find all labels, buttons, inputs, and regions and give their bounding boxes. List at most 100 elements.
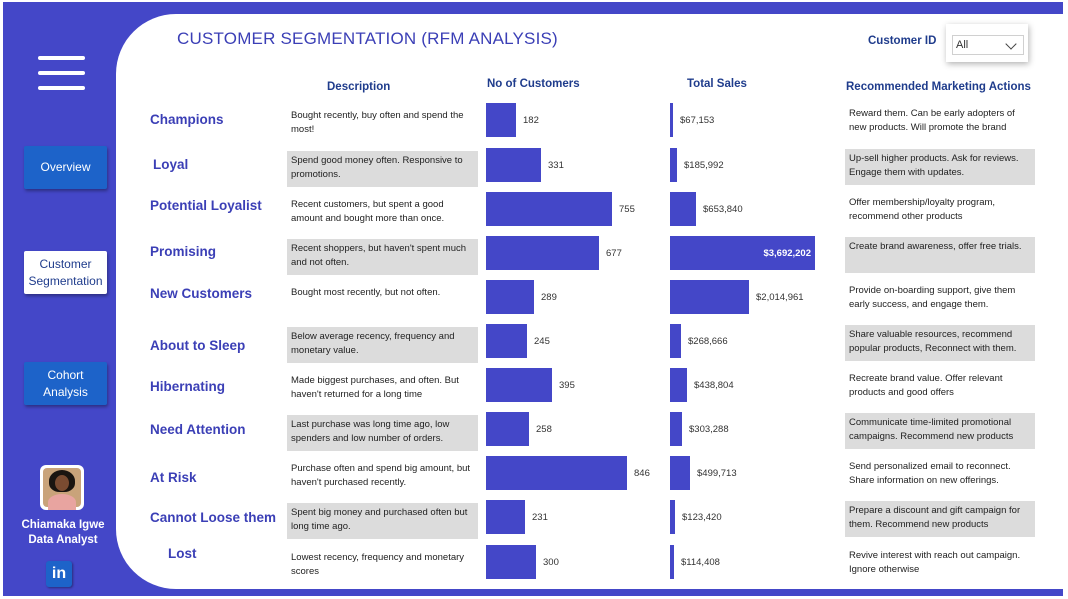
segment-description: Recent customers, but spent a good amoun…: [291, 199, 445, 224]
segment-name: Champions: [150, 112, 224, 127]
sales-value: $438,804: [694, 380, 734, 391]
segment-name: Need Attention: [150, 422, 246, 437]
sales-value: $303,288: [689, 424, 729, 435]
customers-value: 395: [559, 380, 575, 391]
sales-value: $499,713: [697, 468, 737, 479]
customers-bar: [486, 412, 529, 446]
recommended-action: Prepare a discount and gift campaign for…: [845, 501, 1035, 537]
sales-value: $185,992: [684, 160, 724, 171]
customers-value: 331: [548, 160, 564, 171]
customers-value: 289: [541, 292, 557, 303]
customers-bar: [486, 236, 599, 270]
segment-name: Hibernating: [150, 379, 226, 394]
customer-id-value: All: [956, 39, 969, 51]
customers-bar: [486, 500, 525, 534]
sales-bar: [670, 192, 696, 226]
segment-description: Lowest recency, frequency and monetary s…: [291, 552, 465, 577]
segment-name: Loyal: [153, 157, 189, 172]
customer-id-label: Customer ID: [868, 35, 937, 47]
segment-description: Spend good money often. Responsive to pr…: [287, 151, 478, 187]
recommended-action: Up-sell higher products. Ask for reviews…: [845, 149, 1035, 185]
customers-bar: [486, 103, 516, 137]
customer-id-select[interactable]: All: [952, 35, 1024, 55]
nav-overview-button[interactable]: Overview: [24, 146, 107, 189]
segment-name: Promising: [150, 244, 217, 259]
recommended-action: Share valuable resources, recommend popu…: [845, 325, 1035, 361]
customers-value: 846: [634, 468, 650, 479]
sales-bar: [670, 545, 674, 579]
customers-bar: [486, 148, 541, 182]
customers-value: 258: [536, 424, 552, 435]
recommended-action: Provide on-boarding support, give them e…: [849, 285, 1016, 310]
customers-bar: [486, 545, 536, 579]
segment-name: Potential Loyalist: [150, 198, 262, 213]
column-header-actions: Recommended Marketing Actions: [846, 81, 1031, 93]
sales-value: $268,666: [688, 336, 728, 347]
segment-name: New Customers: [150, 286, 253, 301]
recommended-action: Offer membership/loyalty program, recomm…: [849, 197, 996, 222]
segment-name: Lost: [168, 546, 197, 561]
recommended-action: Communicate time-limited promotional cam…: [845, 413, 1035, 449]
nav-overview-label: Overview: [40, 160, 91, 174]
column-header-description: Description: [327, 81, 391, 93]
nav-cohort-analysis-button[interactable]: Cohort Analysis: [24, 362, 107, 405]
sales-bar: [670, 236, 815, 270]
avatar: [40, 465, 84, 510]
profile-text: Chiamaka Igwe Data Analyst: [14, 518, 112, 548]
segment-name: About to Sleep: [150, 338, 246, 353]
nav-customer-segmentation-button[interactable]: Customer Segmentation: [24, 251, 107, 294]
customers-bar: [486, 192, 612, 226]
nav-cohort-analysis-label: Cohort Analysis: [43, 367, 88, 399]
page-title: CUSTOMER SEGMENTATION (RFM ANALYSIS): [177, 29, 558, 48]
sales-bar: [670, 103, 673, 137]
profile-name: Chiamaka Igwe: [21, 519, 105, 531]
customers-value: 182: [523, 115, 539, 126]
customers-bar: [486, 456, 627, 490]
customers-value: 300: [543, 557, 559, 568]
chevron-down-icon: [1005, 38, 1017, 50]
sales-bar: [670, 280, 749, 314]
sales-value: $653,840: [703, 204, 743, 215]
sales-value: $114,408: [681, 557, 720, 568]
customers-value: 677: [606, 248, 622, 259]
customers-bar: [486, 324, 527, 358]
profile-role: Data Analyst: [28, 534, 98, 546]
sales-value: $3,692,202: [763, 248, 811, 259]
sales-value: $2,014,961: [756, 292, 804, 303]
hamburger-menu-icon[interactable]: [38, 56, 85, 90]
customers-bar: [486, 280, 534, 314]
customers-value: 231: [532, 512, 548, 523]
recommended-action: Send personalized email to reconnect. Sh…: [849, 461, 1011, 486]
customers-bar: [486, 368, 552, 402]
segment-name: Cannot Loose them: [150, 510, 277, 525]
segment-name: At Risk: [150, 470, 197, 485]
linkedin-icon[interactable]: in: [46, 561, 72, 587]
report-canvas: [116, 14, 1063, 589]
sales-bar: [670, 148, 677, 182]
sales-bar: [670, 324, 681, 358]
recommended-action: Create brand awareness, offer free trial…: [845, 237, 1035, 273]
sales-bar: [670, 500, 675, 534]
sales-value: $123,420: [682, 512, 722, 523]
sales-bar: [670, 456, 690, 490]
segment-description: Below average recency, frequency and mon…: [287, 327, 478, 363]
column-header-customers: No of Customers: [487, 78, 580, 90]
sales-bar: [670, 412, 682, 446]
segment-description: Made biggest purchases, and often. But h…: [291, 375, 459, 400]
sales-bar: [670, 368, 687, 402]
column-header-sales: Total Sales: [687, 78, 747, 90]
segment-description: Bought recently, buy often and spend the…: [291, 110, 464, 135]
customer-id-dropdown[interactable]: All: [946, 24, 1028, 62]
segment-description: Purchase often and spend big amount, but…: [291, 463, 471, 488]
recommended-action: Reward them. Can be early adopters of ne…: [849, 108, 1015, 133]
sales-value: $67,153: [680, 115, 715, 126]
nav-customer-segmentation-label: Customer Segmentation: [28, 256, 103, 288]
customers-value: 245: [534, 336, 550, 347]
recommended-action: Revive interest with reach out campaign.…: [849, 550, 1021, 575]
segment-description: Recent shoppers, but haven't spent much …: [287, 239, 478, 275]
customers-value: 755: [619, 204, 635, 215]
segment-description: Spent big money and purchased often but …: [287, 503, 478, 539]
segment-description: Last purchase was long time ago, low spe…: [287, 415, 478, 451]
recommended-action: Recreate brand value. Offer relevant pro…: [849, 373, 1003, 398]
